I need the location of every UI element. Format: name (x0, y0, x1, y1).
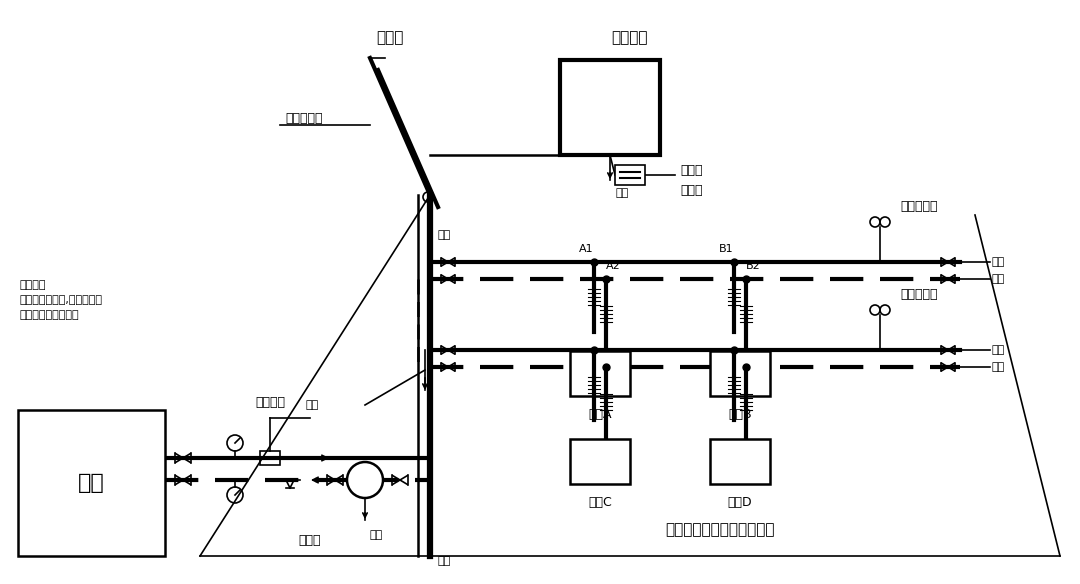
Text: B1: B1 (719, 244, 734, 254)
Bar (561, 60, 660, 155)
Text: A2: A2 (606, 261, 621, 271)
Text: 末端A: 末端A (589, 408, 611, 420)
Text: 排污: 排污 (438, 556, 451, 566)
Text: 自动排气阀: 自动排气阀 (900, 288, 937, 301)
Text: 末端C: 末端C (589, 495, 612, 509)
Text: 水流开关: 水流开关 (255, 397, 285, 409)
Text: 可用作分层试压或循环冲洗: 可用作分层试压或循环冲洗 (665, 523, 774, 537)
Bar (615, 165, 645, 185)
Text: 排污: 排污 (993, 345, 1005, 355)
Text: 膨胀管: 膨胀管 (376, 30, 404, 46)
Text: 排污: 排污 (370, 530, 383, 540)
Text: 自动排气阀: 自动排气阀 (285, 112, 323, 124)
Text: A1: A1 (579, 244, 594, 254)
Bar (260, 451, 280, 465)
Text: 排污: 排污 (993, 362, 1005, 372)
Text: 冷水泵: 冷水泵 (299, 534, 321, 547)
Text: 主机: 主机 (78, 473, 105, 493)
Text: 补水管: 补水管 (680, 183, 702, 196)
Text: B2: B2 (746, 261, 760, 271)
Bar (710, 351, 770, 396)
Text: 排污: 排污 (438, 230, 451, 240)
Text: 排污: 排污 (305, 400, 319, 410)
Text: 末端B: 末端B (728, 408, 752, 420)
Text: 旁通管道
系统冲洗时打开,可避免管内
焊渣等杂物进入主机: 旁通管道 系统冲洗时打开,可避免管内 焊渣等杂物进入主机 (21, 280, 103, 320)
Circle shape (347, 462, 383, 498)
Text: 排污: 排污 (615, 188, 629, 198)
Bar (570, 351, 630, 396)
Text: 末端D: 末端D (728, 495, 753, 509)
Bar (710, 439, 770, 484)
Bar (18, 410, 165, 556)
Text: 排污: 排污 (993, 257, 1005, 267)
Text: 溢流管: 溢流管 (680, 164, 702, 176)
Text: 膨胀水箱: 膨胀水箱 (611, 30, 648, 46)
Text: 自动排气阀: 自动排气阀 (900, 200, 937, 214)
Text: 排污: 排污 (993, 274, 1005, 284)
Bar (570, 439, 630, 484)
